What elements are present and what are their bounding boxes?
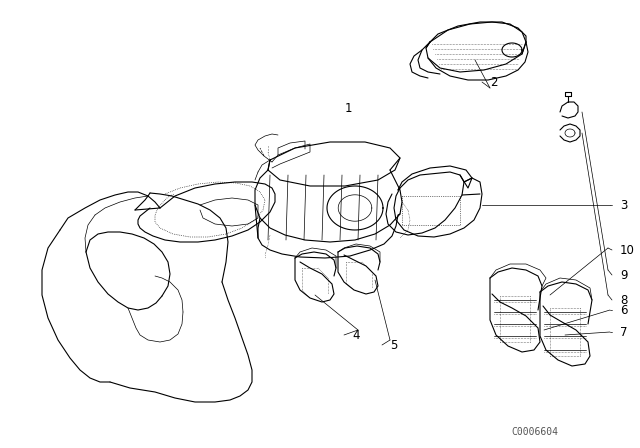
Text: 8: 8 xyxy=(620,293,627,306)
Text: C0006604: C0006604 xyxy=(511,427,559,437)
Text: 1: 1 xyxy=(345,102,353,115)
Text: 4: 4 xyxy=(352,328,360,341)
Text: 6: 6 xyxy=(620,303,627,316)
Text: 2: 2 xyxy=(490,76,497,89)
Text: 3: 3 xyxy=(620,198,627,211)
Text: 5: 5 xyxy=(390,339,397,352)
Text: 7: 7 xyxy=(620,326,627,339)
Text: 9: 9 xyxy=(620,268,627,281)
Text: 10: 10 xyxy=(620,244,635,257)
